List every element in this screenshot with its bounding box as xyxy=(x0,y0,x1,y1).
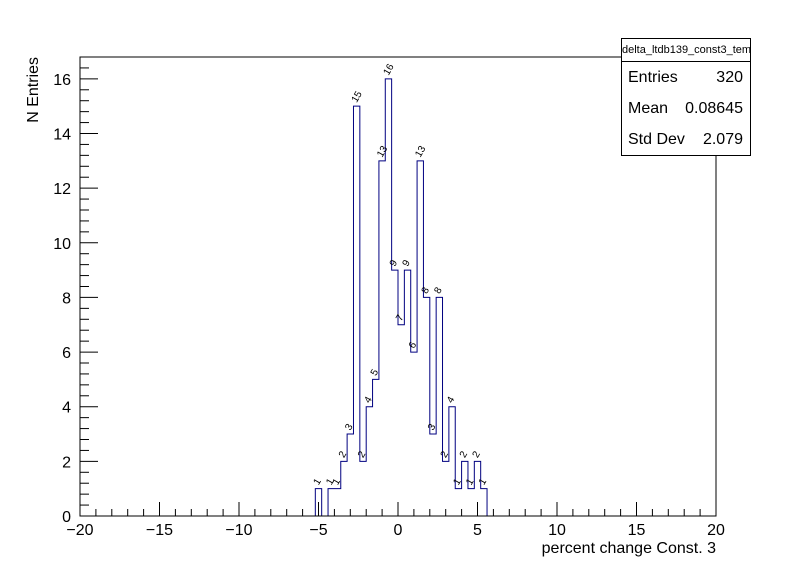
bin-count-label: 9 xyxy=(401,258,414,269)
bin-count-label: 1 xyxy=(464,476,477,487)
x-tick-label: 15 xyxy=(628,522,646,539)
y-tick-label: 0 xyxy=(62,509,71,526)
axis-labels-layer: percent change Const. 3 N Entries xyxy=(25,57,716,557)
bin-count-label: 1 xyxy=(477,476,490,487)
y-tick-label: 8 xyxy=(62,290,71,307)
stats-row-mean: Mean 0.08645 xyxy=(622,93,750,124)
stats-title: delta_ltdb139_const3_temp xyxy=(622,39,750,62)
y-tick-label: 12 xyxy=(53,181,71,198)
bin-count-label: 13 xyxy=(375,144,390,160)
stats-entries-label: Entries xyxy=(628,69,678,86)
x-tick-label: 20 xyxy=(707,522,725,539)
stats-row-stddev: Std Dev 2.079 xyxy=(622,124,750,155)
bin-count-label: 2 xyxy=(471,449,484,460)
histogram-line-layer xyxy=(314,78,488,517)
bin-count-label: 2 xyxy=(337,449,350,460)
y-tick-label: 4 xyxy=(62,400,71,417)
stats-box: delta_ltdb139_const3_temp Entries 320 Me… xyxy=(621,38,751,156)
y-axis-title: N Entries xyxy=(25,57,42,123)
x-tick-label: 0 xyxy=(394,522,403,539)
stats-entries-value: 320 xyxy=(716,69,743,86)
bin-count-label: 2 xyxy=(458,449,471,460)
stats-stddev-label: Std Dev xyxy=(628,131,685,148)
bin-count-label: 16 xyxy=(382,62,397,78)
bin-count-label: 15 xyxy=(350,89,365,105)
bin-count-label: 13 xyxy=(413,144,428,160)
x-tick-label: 10 xyxy=(548,522,566,539)
bin-count-label: 9 xyxy=(388,258,401,269)
y-tick-label: 6 xyxy=(62,345,71,362)
stats-stddev-value: 2.079 xyxy=(702,131,743,148)
bin-count-label: 1 xyxy=(331,476,344,487)
bin-count-label: 8 xyxy=(432,285,445,296)
stats-mean-value: 0.08645 xyxy=(685,100,743,117)
bin-count-label: 4 xyxy=(445,395,458,406)
y-tick-label: 16 xyxy=(53,72,71,89)
x-tick-label: −5 xyxy=(309,522,327,539)
bin-count-label: 7 xyxy=(394,313,407,324)
bin-count-label: 4 xyxy=(362,395,375,406)
x-tick-label: −15 xyxy=(146,522,173,539)
histogram-line xyxy=(314,78,488,517)
bin-count-label: 8 xyxy=(420,285,433,296)
y-tick-label: 14 xyxy=(53,127,71,144)
bin-count-label: 3 xyxy=(426,422,439,433)
bin-count-label: 3 xyxy=(343,422,356,433)
bin-count-label: 2 xyxy=(439,449,452,460)
bin-count-label: 1 xyxy=(312,476,325,487)
y-tick-label: 2 xyxy=(62,454,71,471)
x-tick-label: 5 xyxy=(473,522,482,539)
stats-row-entries: Entries 320 xyxy=(622,62,750,93)
bin-count-label: 5 xyxy=(369,367,382,378)
stats-mean-label: Mean xyxy=(628,100,669,117)
x-tick-label: −10 xyxy=(225,522,252,539)
y-tick-label: 10 xyxy=(53,236,71,253)
bin-count-label: 1 xyxy=(324,476,337,487)
bin-count-label: 6 xyxy=(407,340,420,351)
bin-count-label: 2 xyxy=(356,449,369,460)
x-axis-title: percent change Const. 3 xyxy=(542,540,716,557)
bin-count-label: 1 xyxy=(451,476,464,487)
x-tick-label: −20 xyxy=(66,522,93,539)
